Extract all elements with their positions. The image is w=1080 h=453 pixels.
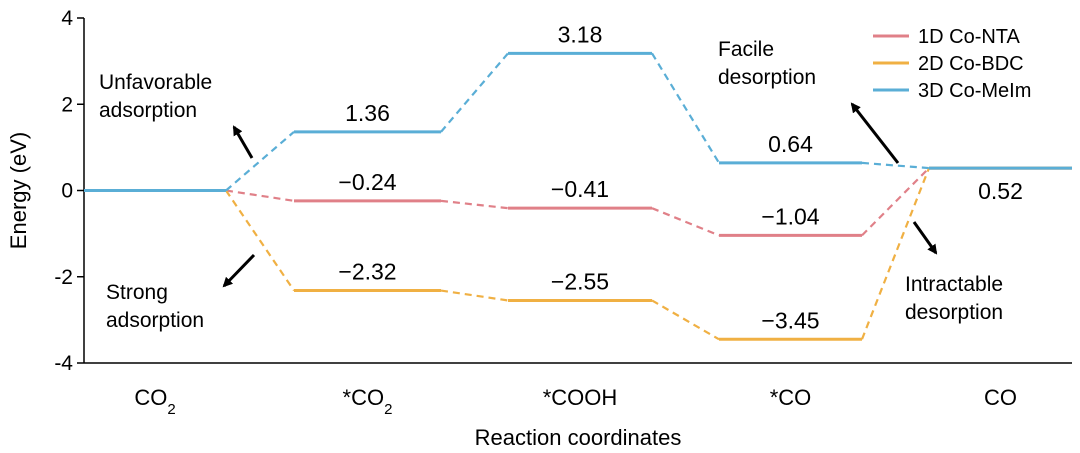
annotation-arrow xyxy=(912,221,938,255)
value-label: 0.52 xyxy=(978,178,1023,204)
annotation-text: Facile xyxy=(718,38,774,61)
y-tick-label: 4 xyxy=(61,7,73,30)
annotations: Unfavorable adsorption Strong adsorption Fac… xyxy=(99,38,1003,332)
annotation-text: Strong xyxy=(106,281,168,304)
annotation-arrow xyxy=(850,102,900,164)
annotation-arrow xyxy=(232,125,254,159)
legend: 1D Co-NTA 2D Co-BDC 3D Co-MeIm xyxy=(873,26,1031,102)
annotation-text: adsorption xyxy=(106,309,204,332)
energy-levels xyxy=(84,51,1072,341)
connector-3d-co-meim xyxy=(861,161,930,170)
y-axis-title: Energy (eV) xyxy=(6,132,31,249)
connector-1d-co-nta xyxy=(651,207,720,237)
annotation-text: adsorption xyxy=(99,99,197,122)
annotation-text: Intractable xyxy=(905,273,1003,296)
connector-3d-co-meim xyxy=(225,131,295,192)
connector-2d-co-bdc xyxy=(651,299,720,341)
legend-label: 3D Co-MeIm xyxy=(918,80,1031,102)
value-label: −1.04 xyxy=(761,203,819,229)
connector-2d-co-bdc xyxy=(225,189,295,292)
legend-label: 1D Co-NTA xyxy=(918,26,1021,48)
connector-3d-co-meim xyxy=(651,52,720,164)
connector-3d-co-meim xyxy=(440,52,509,133)
value-labels: −0.24 −0.41 −1.04 −2.32 −2.55 −3.45 1.36 3.18 0.… xyxy=(338,21,1022,333)
y-tick-label: -2 xyxy=(54,266,73,289)
value-label: −2.32 xyxy=(338,259,396,285)
y-tick-label: 2 xyxy=(61,93,73,116)
value-label: 0.64 xyxy=(768,131,813,157)
legend-label: 2D Co-BDC xyxy=(918,53,1024,75)
annotation-text: desorption xyxy=(905,301,1003,324)
annotation-text: desorption xyxy=(718,66,816,89)
value-label: −2.55 xyxy=(551,268,609,294)
axes: 4 2 0 -2 -4 Energy (eV) CO2 *CO2 *COOH *CO CO React… xyxy=(6,7,1072,450)
value-label: −0.24 xyxy=(338,169,396,195)
value-label: −0.41 xyxy=(551,176,609,202)
connector-1d-co-nta xyxy=(225,189,295,202)
x-axis-title: Reaction coordinates xyxy=(475,425,682,450)
connector-2d-co-bdc xyxy=(860,167,931,340)
connectors xyxy=(225,52,931,341)
category-label: *CO xyxy=(770,385,812,410)
category-label: *CO2 xyxy=(343,385,393,418)
category-label: *COOH xyxy=(543,385,618,410)
connector-1d-co-nta xyxy=(861,167,930,237)
connector-1d-co-nta xyxy=(440,199,509,210)
annotation-text: Unfavorable xyxy=(99,71,212,94)
value-label: −3.45 xyxy=(761,307,819,333)
category-label: CO2 xyxy=(134,385,175,418)
y-tick-label: -4 xyxy=(54,352,73,375)
value-label: 1.36 xyxy=(345,100,390,126)
y-tick-label: 0 xyxy=(61,180,73,203)
category-label: CO xyxy=(984,385,1017,410)
annotation-arrow xyxy=(222,253,256,288)
connector-2d-co-bdc xyxy=(440,289,509,302)
value-label: 3.18 xyxy=(558,21,603,47)
